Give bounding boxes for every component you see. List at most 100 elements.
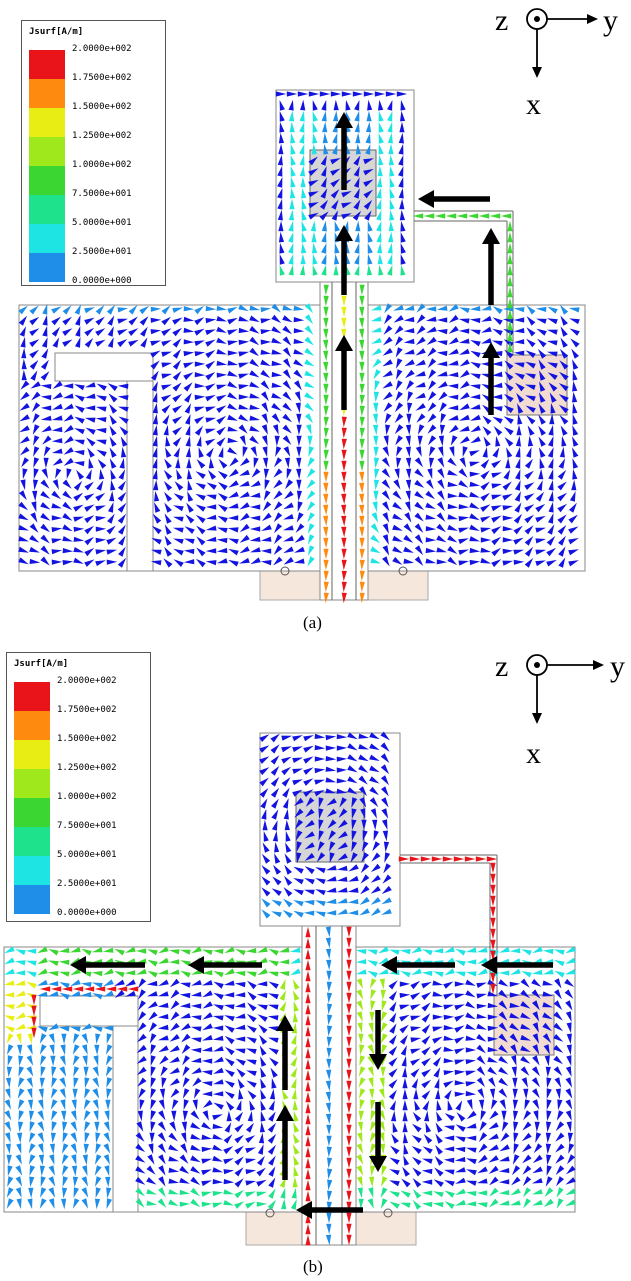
current-vector <box>218 459 228 469</box>
current-vector <box>81 971 92 977</box>
current-vector <box>42 325 48 337</box>
current-vector <box>15 949 26 956</box>
current-vector <box>492 340 503 346</box>
current-vector <box>436 361 448 367</box>
current-vector <box>523 1110 532 1121</box>
current-vector <box>4 1121 12 1132</box>
current-vector <box>323 328 329 340</box>
current-vector <box>382 348 393 356</box>
current-vector <box>61 1165 69 1176</box>
current-vector <box>341 295 347 307</box>
current-vector <box>402 1132 408 1144</box>
current-vector <box>194 416 205 424</box>
current-vector <box>73 1077 79 1089</box>
current-vector <box>284 457 290 469</box>
current-vector <box>138 1088 146 1099</box>
current-vector <box>544 1055 550 1067</box>
current-vector <box>487 1056 498 1063</box>
current-vector <box>169 1034 180 1042</box>
current-vector <box>507 341 513 353</box>
current-vector <box>400 99 406 111</box>
current-vector <box>32 490 38 502</box>
current-vector <box>235 1058 246 1066</box>
current-vector <box>369 1088 375 1100</box>
current-vector <box>282 798 289 809</box>
current-vector <box>306 490 316 500</box>
current-vector <box>196 525 206 535</box>
current-vector <box>559 371 569 381</box>
current-vector <box>94 1165 102 1176</box>
current-vector <box>292 779 303 786</box>
current-vector <box>543 1044 550 1055</box>
current-vector <box>382 874 392 884</box>
current-vector <box>429 446 436 457</box>
current-vector <box>355 132 361 144</box>
legend-swatch <box>29 253 65 282</box>
legend-label: 0.0000e+000 <box>72 276 132 286</box>
current-vector <box>29 328 40 336</box>
current-vector <box>323 526 329 538</box>
current-vector <box>51 426 63 433</box>
current-vector <box>194 340 205 347</box>
current-vector <box>173 548 184 556</box>
current-vector <box>304 370 315 377</box>
current-vector <box>40 502 51 510</box>
current-vector <box>202 1099 213 1108</box>
current-vector <box>315 867 326 874</box>
current-vector <box>157 1002 169 1008</box>
current-vector <box>359 570 365 582</box>
current-vector <box>359 394 365 406</box>
current-vector <box>532 1044 540 1055</box>
current-vector <box>358 1198 364 1210</box>
current-vector <box>394 413 404 423</box>
current-vector <box>190 1144 201 1151</box>
current-vector <box>224 1091 235 1099</box>
current-vector <box>213 971 224 978</box>
current-vector <box>249 515 261 521</box>
current-vector <box>283 536 294 542</box>
current-vector <box>411 1146 422 1155</box>
current-vector <box>359 526 365 538</box>
current-vector <box>319 199 328 210</box>
current-vector <box>31 1027 37 1039</box>
current-vector <box>273 468 283 478</box>
current-vector <box>436 501 445 512</box>
current-vector <box>63 447 74 455</box>
legend-swatch <box>29 108 65 137</box>
current-vector <box>359 361 365 373</box>
current-vector <box>118 416 129 424</box>
current-vector <box>261 524 272 531</box>
current-vector <box>421 1190 433 1196</box>
current-vector <box>294 391 301 402</box>
current-vector <box>371 348 382 356</box>
current-vector <box>459 425 470 432</box>
current-vector <box>432 1202 444 1208</box>
current-vector <box>327 1179 333 1191</box>
current-vector <box>4 946 15 954</box>
current-vector <box>247 991 257 1001</box>
current-vector <box>286 468 292 479</box>
current-vector <box>532 1022 539 1033</box>
current-vector <box>520 978 530 988</box>
current-vector <box>25 948 37 954</box>
current-vector <box>95 1143 102 1154</box>
current-vector <box>227 350 239 356</box>
current-vector <box>503 426 514 436</box>
current-vector <box>381 786 389 797</box>
current-vector <box>96 383 107 391</box>
current-vector <box>39 1077 45 1089</box>
current-vector <box>358 1110 364 1122</box>
current-vector <box>18 1099 25 1110</box>
current-vector <box>185 446 191 458</box>
current-vector <box>436 523 446 533</box>
current-vector <box>58 959 70 965</box>
current-vector <box>261 512 272 522</box>
current-vector <box>31 1016 37 1028</box>
current-vector <box>370 316 382 322</box>
legend-label: 2.0000e+002 <box>57 676 117 686</box>
current-vector <box>128 305 138 315</box>
current-vector <box>40 545 50 555</box>
current-vector <box>490 884 496 896</box>
current-vector <box>405 501 411 512</box>
color-legend-b: Jsurf[A/m] 2.0000e+002 1.7500e+002 1.500… <box>6 652 151 922</box>
